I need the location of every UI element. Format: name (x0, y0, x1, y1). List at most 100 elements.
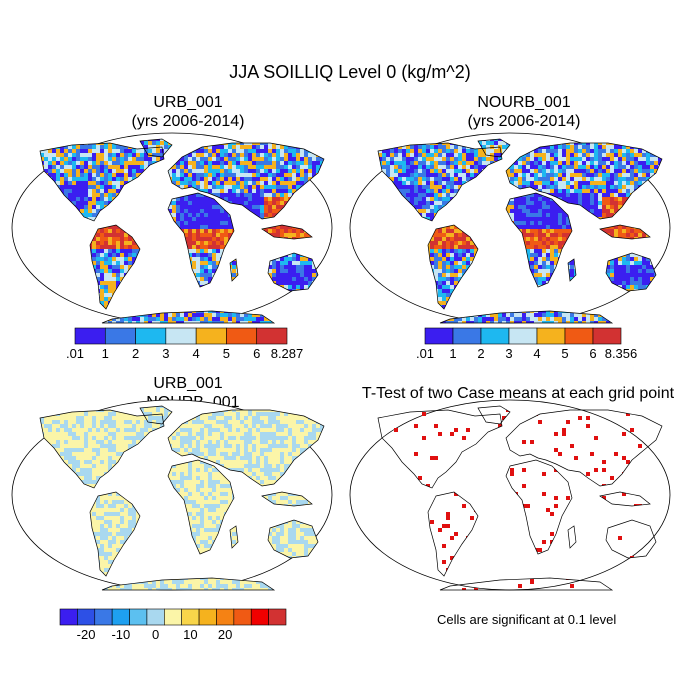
field-cell (320, 297, 324, 302)
coastline-indonesia (261, 224, 313, 240)
field-cell (272, 173, 277, 178)
field-cell (216, 157, 221, 162)
field-cell (634, 145, 639, 150)
field-cell (292, 269, 297, 274)
field-cell (104, 273, 109, 278)
field-cell (148, 157, 153, 162)
field-cell (212, 257, 217, 262)
field-cell (212, 181, 217, 186)
field-cell (264, 213, 269, 218)
field-cell (272, 277, 277, 282)
field-cell (276, 321, 281, 323)
field-cell (418, 169, 423, 174)
field-cell (312, 277, 317, 282)
field-cell (642, 177, 647, 182)
field-cell (662, 141, 666, 145)
field-cell (128, 169, 133, 174)
field-cell (522, 185, 527, 190)
field-cell (40, 313, 41, 318)
field-cell (248, 157, 253, 162)
field-cell (68, 133, 72, 137)
field-cell (406, 149, 411, 154)
field-cell (438, 177, 443, 182)
field-cell (276, 157, 281, 162)
field-cell (252, 153, 257, 158)
field-cell (288, 161, 293, 166)
field-cell (216, 213, 221, 218)
field-cell (324, 285, 328, 289)
field-cell (256, 213, 261, 218)
field-cell (164, 141, 169, 146)
field-cell (446, 149, 451, 154)
field-cell (100, 253, 105, 258)
field-cell (328, 261, 332, 265)
field-cell (240, 153, 245, 158)
field-cell (252, 169, 257, 174)
field-cell (450, 145, 455, 150)
field-cell (410, 177, 415, 182)
field-cell (24, 145, 28, 149)
field-cell (462, 169, 467, 174)
field-cell (586, 169, 591, 174)
field-cell (188, 205, 193, 210)
field-cell (176, 165, 181, 170)
field-cell (354, 141, 358, 145)
field-cell (116, 189, 121, 194)
field-cell (216, 205, 221, 210)
field-cell (304, 285, 309, 290)
field-cell (430, 149, 435, 154)
field-cell (116, 229, 121, 234)
field-cell (228, 153, 233, 158)
field-cell (324, 317, 328, 321)
field-cell (594, 181, 599, 186)
field-cell (116, 225, 121, 230)
field-cell (92, 241, 97, 246)
field-cell (426, 157, 431, 162)
field-cell (510, 177, 515, 182)
field-cell (100, 229, 105, 234)
field-cell (20, 281, 24, 285)
field-cell (108, 257, 113, 262)
field-cell (398, 169, 403, 174)
field-cell (370, 141, 374, 145)
field-cell (88, 213, 93, 218)
field-cell (72, 193, 77, 198)
field-cell (192, 317, 197, 322)
field-cell (358, 181, 362, 185)
field-cell (550, 161, 555, 166)
field-cell (280, 161, 285, 166)
field-cell (200, 237, 205, 242)
field-cell (96, 149, 101, 154)
field-cell (354, 165, 358, 169)
field-cell (76, 185, 81, 190)
field-cell (184, 205, 189, 210)
field-cell (558, 161, 563, 166)
field-cell (526, 161, 531, 166)
field-cell (296, 257, 301, 262)
field-cell (292, 273, 297, 278)
field-cell (184, 321, 189, 323)
field-cell (284, 305, 289, 310)
field-cell (390, 153, 395, 158)
field-cell (324, 269, 328, 273)
field-cell (264, 193, 269, 198)
field-cell (16, 317, 20, 321)
field-cell (216, 233, 221, 238)
field-cell (216, 237, 221, 242)
field-cell (84, 181, 89, 186)
field-cell (120, 233, 125, 238)
field-cell (212, 201, 217, 206)
field-cell (610, 161, 615, 166)
field-cell (16, 153, 20, 157)
field-cell (64, 181, 69, 186)
field-cell (116, 237, 121, 242)
field-cell (586, 185, 591, 190)
field-cell (300, 257, 305, 262)
field-cell (84, 149, 89, 154)
field-cell (116, 181, 121, 186)
field-cell (662, 149, 666, 153)
field-cell (32, 137, 36, 141)
field-cell (280, 281, 285, 286)
field-cell (434, 161, 439, 166)
field-cell (280, 149, 285, 154)
